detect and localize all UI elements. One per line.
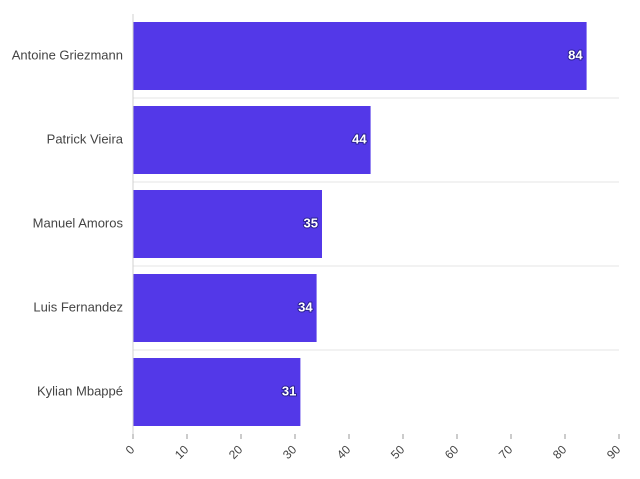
x-tick-label: 80 bbox=[550, 442, 570, 462]
x-tick-label: 60 bbox=[442, 442, 462, 462]
axis-layer: Antoine Griezmann Patrick Vieira Manuel Am… bbox=[12, 14, 624, 462]
bar bbox=[133, 106, 371, 174]
x-tick-label: 40 bbox=[334, 442, 354, 462]
bar bbox=[133, 274, 317, 342]
data-label: 35 bbox=[304, 215, 318, 230]
grid-layer bbox=[133, 97, 619, 351]
x-tick-label: 50 bbox=[388, 442, 408, 462]
data-label: 31 bbox=[282, 383, 296, 398]
category-label: Luis Fernandez bbox=[33, 299, 123, 314]
x-tick-label: 70 bbox=[496, 442, 516, 462]
category-label: Patrick Vieira bbox=[47, 131, 124, 146]
data-label: 84 bbox=[568, 47, 583, 62]
data-label: 34 bbox=[298, 299, 313, 314]
category-label: Kylian Mbappé bbox=[37, 383, 123, 398]
category-label: Antoine Griezmann bbox=[12, 47, 123, 62]
x-tick-label: 30 bbox=[280, 442, 300, 462]
x-tick-label: 20 bbox=[226, 442, 246, 462]
category-label: Manuel Amoros bbox=[33, 215, 124, 230]
x-tick-label: 0 bbox=[123, 442, 138, 457]
bar bbox=[133, 22, 587, 90]
bar bbox=[133, 358, 301, 426]
x-tick-label: 10 bbox=[172, 442, 192, 462]
data-label: 44 bbox=[352, 131, 367, 146]
x-tick-label: 90 bbox=[604, 442, 624, 462]
bar bbox=[133, 190, 322, 258]
bar-layer: 84 44 35 34 31 bbox=[133, 22, 587, 426]
